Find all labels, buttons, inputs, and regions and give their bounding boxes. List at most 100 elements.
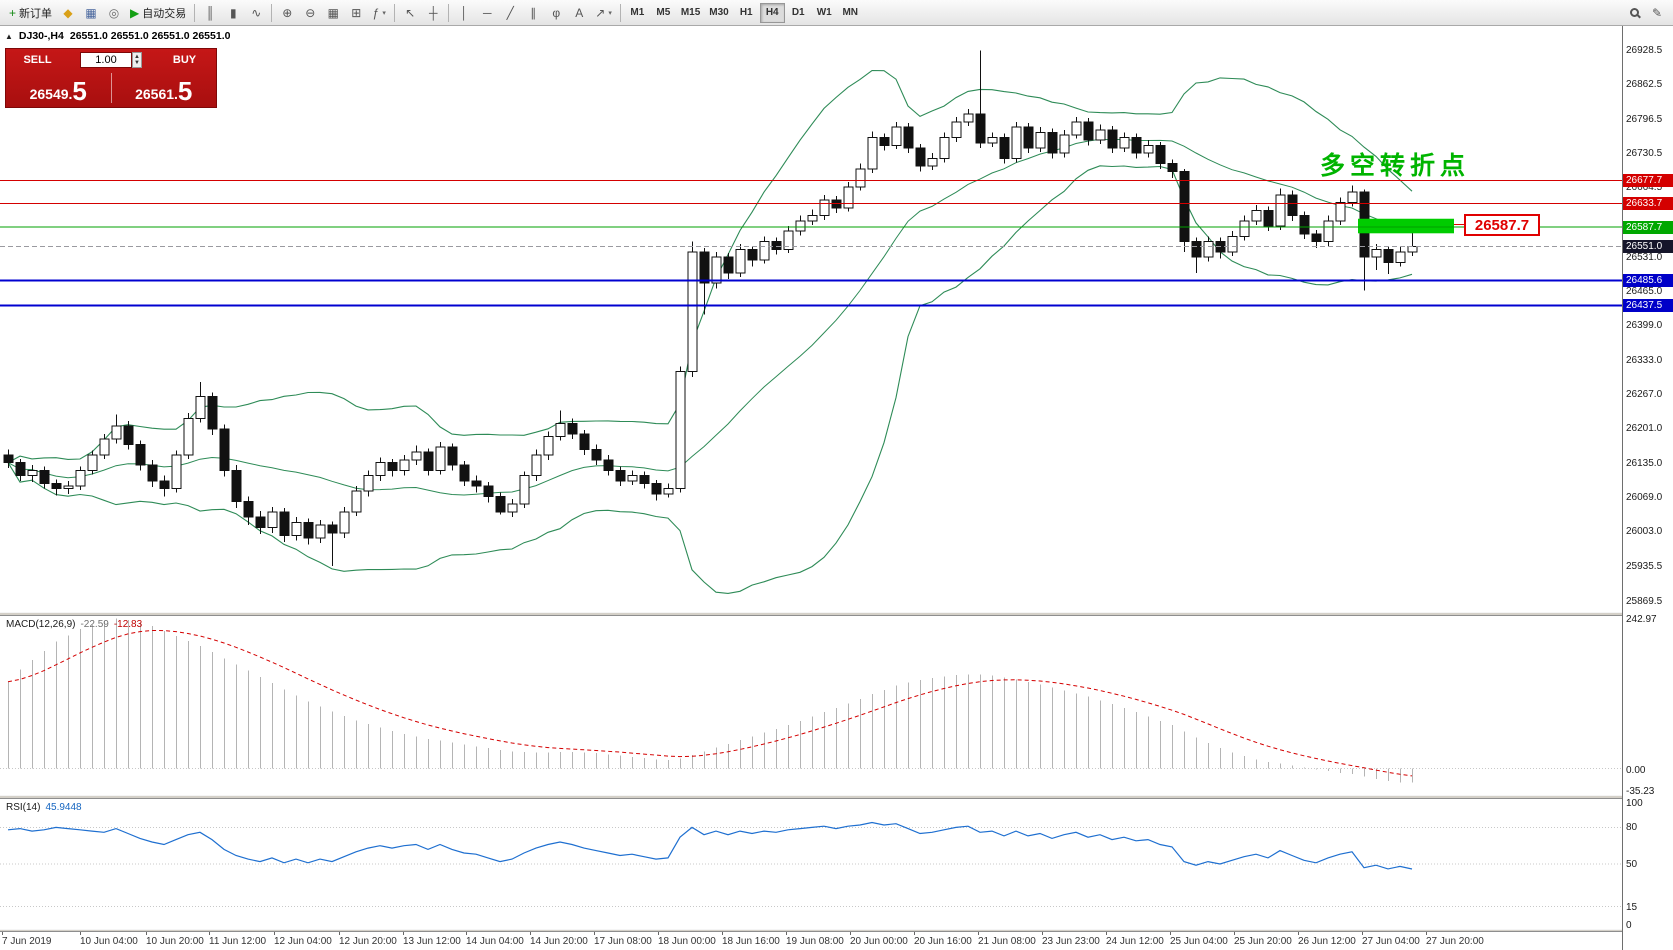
bars-mode-button[interactable]: ║ bbox=[199, 2, 221, 24]
candle-body bbox=[1179, 170, 1190, 243]
timeframe-h1[interactable]: H1 bbox=[739, 7, 753, 18]
bars-mode-icon: ║ bbox=[205, 5, 215, 20]
candle-body bbox=[255, 516, 266, 529]
candle-body bbox=[159, 480, 170, 490]
rsi-axis-label: 15 bbox=[1626, 901, 1638, 913]
pane-divider[interactable] bbox=[0, 795, 1673, 799]
time-axis[interactable]: 7 Jun 2019 10 Jun 04:00 10 Jun 20:00 11 Jun… bbox=[0, 932, 1622, 950]
candle-body bbox=[1119, 137, 1130, 149]
timeframe-m5[interactable]: M5 bbox=[656, 7, 671, 18]
volume-up-icon[interactable]: ▲ bbox=[134, 53, 140, 60]
toolbar-separator bbox=[194, 3, 196, 22]
ohlc-values-label: 26551.0 26551.0 26551.0 26551.0 bbox=[69, 30, 231, 42]
time-tick bbox=[80, 932, 81, 935]
indicators-icon: ƒ bbox=[372, 5, 380, 20]
tile-windows-button[interactable]: ▦ bbox=[322, 2, 344, 24]
indicators-button[interactable]: ƒ ▾ bbox=[368, 2, 390, 24]
fibonacci-button[interactable]: φ bbox=[545, 2, 567, 24]
text-tool-button[interactable]: A bbox=[568, 2, 590, 24]
candles-mode-button[interactable]: ▮ bbox=[222, 2, 244, 24]
time-tick bbox=[1298, 932, 1299, 935]
volume-down-icon[interactable]: ▼ bbox=[134, 59, 140, 66]
symbols-button[interactable]: ◆ bbox=[57, 2, 79, 24]
new-order-button[interactable]: + 新订单 bbox=[5, 2, 56, 24]
candle-body bbox=[339, 511, 350, 534]
candle-body bbox=[819, 199, 830, 217]
sell-price[interactable]: 26549. 5 bbox=[6, 78, 111, 104]
bollinger-upper-line bbox=[7, 69, 1413, 464]
candle-body bbox=[939, 137, 950, 159]
time-label: 12 Jun 20:00 bbox=[339, 936, 397, 947]
candle-body bbox=[1371, 248, 1382, 258]
zoom-out-button[interactable]: ⊖ bbox=[299, 2, 321, 24]
price-callout-box[interactable]: 26587.7 bbox=[1464, 214, 1540, 236]
toolbar-separator bbox=[271, 3, 273, 22]
candle-body bbox=[795, 220, 806, 232]
crosshair-button[interactable]: ┼ bbox=[422, 2, 444, 24]
time-tick bbox=[1170, 932, 1171, 935]
cursor-button[interactable]: ↖ bbox=[399, 2, 421, 24]
zoom-in-button[interactable]: ⊕ bbox=[276, 2, 298, 24]
timeframe-mn[interactable]: MN bbox=[842, 7, 859, 18]
candle-body bbox=[879, 137, 890, 146]
line-mode-button[interactable]: ∿ bbox=[245, 2, 267, 24]
rsi-pane[interactable] bbox=[0, 799, 1622, 929]
time-label: 14 Jun 20:00 bbox=[530, 936, 588, 947]
auto-trading-button[interactable]: ▶ 自动交易 bbox=[126, 2, 190, 24]
buy-price[interactable]: 26561. 5 bbox=[112, 78, 217, 104]
market-watch-button[interactable]: ▦ bbox=[80, 2, 102, 24]
timeframe-m1[interactable]: M1 bbox=[630, 7, 645, 18]
candle-body bbox=[855, 168, 866, 188]
volume-input[interactable] bbox=[80, 51, 133, 68]
vertical-line-button[interactable]: │ bbox=[453, 2, 475, 24]
candle-body bbox=[1023, 126, 1034, 149]
candle-body bbox=[219, 428, 230, 471]
candle-body bbox=[1191, 241, 1202, 258]
navigator-button[interactable]: ◎ bbox=[103, 2, 125, 24]
search-button[interactable] bbox=[1623, 2, 1645, 24]
highlight-rectangle[interactable] bbox=[1358, 218, 1454, 234]
chevron-down-icon: ▾ bbox=[382, 9, 386, 17]
macd-pane[interactable] bbox=[0, 616, 1622, 795]
horizontal-line-button[interactable]: ─ bbox=[476, 2, 498, 24]
candle-body bbox=[1383, 248, 1394, 263]
candle-body bbox=[1275, 194, 1286, 227]
time-label: 25 Jun 04:00 bbox=[1170, 936, 1228, 947]
one-click-toggle-icon[interactable]: ▲ bbox=[5, 31, 13, 41]
time-tick bbox=[339, 932, 340, 935]
price-tick-label: 25935.5 bbox=[1626, 561, 1663, 573]
timeframe-m30[interactable]: M30 bbox=[709, 7, 729, 18]
bollinger-middle-line bbox=[7, 138, 1413, 496]
arrange-windows-button[interactable]: ⊞ bbox=[345, 2, 367, 24]
main-chart-pane[interactable] bbox=[0, 26, 1622, 612]
chart-window[interactable]: 26928.5 26862.5 26796.5 26730.5 26664.5 26531… bbox=[0, 26, 1673, 950]
timeframe-d1[interactable]: D1 bbox=[791, 7, 805, 18]
chevron-down-icon: ▾ bbox=[608, 9, 612, 17]
trendline-button[interactable]: ╱ bbox=[499, 2, 521, 24]
timeframe-h4[interactable]: H4 bbox=[759, 2, 785, 23]
pane-divider[interactable] bbox=[0, 612, 1673, 616]
candle-body bbox=[1059, 134, 1070, 154]
macd-name: MACD(12,26,9) bbox=[6, 619, 76, 630]
line-mode-icon: ∿ bbox=[251, 5, 262, 20]
buy-price-main: 26561. bbox=[135, 86, 178, 102]
timeframe-m15[interactable]: M15 bbox=[680, 7, 701, 18]
time-tick bbox=[209, 932, 210, 935]
arrow-tool-button[interactable]: ↗ ▾ bbox=[591, 2, 616, 24]
navigator-icon: ◎ bbox=[108, 5, 120, 20]
price-axis[interactable]: 26928.5 26862.5 26796.5 26730.5 26664.5 26531… bbox=[1622, 26, 1673, 950]
pane-divider[interactable] bbox=[0, 929, 1673, 932]
price-tick-label: 26730.5 bbox=[1626, 147, 1663, 159]
edit-button[interactable]: ✎ bbox=[1646, 2, 1668, 24]
candle-body bbox=[1011, 126, 1022, 159]
price-tick-label: 26664.5 bbox=[1626, 182, 1663, 194]
candle-body bbox=[567, 423, 578, 435]
timeframe-w1[interactable]: W1 bbox=[816, 7, 832, 18]
buy-button[interactable]: BUY bbox=[172, 53, 197, 66]
sell-button[interactable]: SELL bbox=[23, 53, 52, 66]
channel-button[interactable]: ∥ bbox=[522, 2, 544, 24]
candle-body bbox=[639, 475, 650, 484]
candle-body bbox=[183, 417, 194, 456]
candle-body bbox=[1155, 144, 1166, 165]
